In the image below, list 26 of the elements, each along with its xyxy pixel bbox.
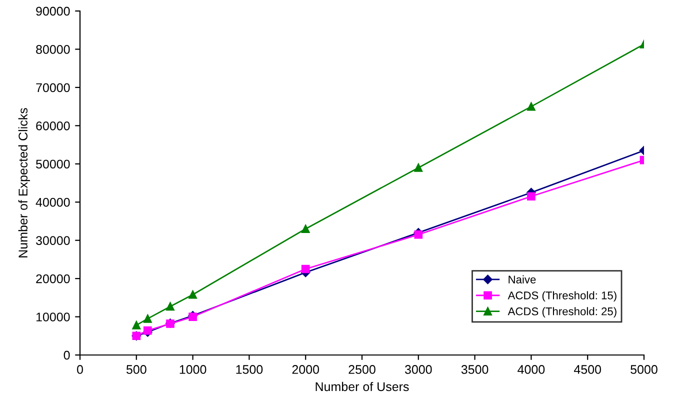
y-tick-label: 40000 [36,198,70,207]
legend-label: ACDS (Threshold: 25) [508,307,616,318]
y-tick-label: 60000 [36,121,70,130]
legend-label: Naive [508,275,536,284]
y-tick-label: 20000 [36,274,70,284]
x-tick-label: 4500 [574,365,602,374]
x-tick-label: 1000 [180,365,206,374]
x-tick-label: 2500 [348,365,376,374]
x-tick-label: 3000 [404,365,432,374]
x-tick-label: 1500 [236,365,263,374]
y-tick-label: 30000 [36,236,70,245]
x-tick-label: 2000 [292,365,320,374]
x-tick-label: 4000 [518,365,545,374]
y-tick-label: 50000 [36,160,70,169]
x-axis-title: Number of Users [316,382,409,392]
y-tick-label: 0 [64,350,70,360]
y-tick-label: 90000 [36,6,70,16]
x-tick-label: 500 [126,365,146,374]
x-tick-label: 0 [77,365,83,374]
y-axis-title: Number of Expected Clicks [18,108,30,258]
legend-label: ACDS (Threshold: 15) [508,291,616,302]
y-tick-label: 10000 [36,312,70,322]
x-tick-label: 5000 [630,365,658,374]
y-tick-label: 70000 [36,83,70,92]
y-tick-label: 80000 [36,45,70,54]
x-tick-label: 3500 [461,365,488,374]
